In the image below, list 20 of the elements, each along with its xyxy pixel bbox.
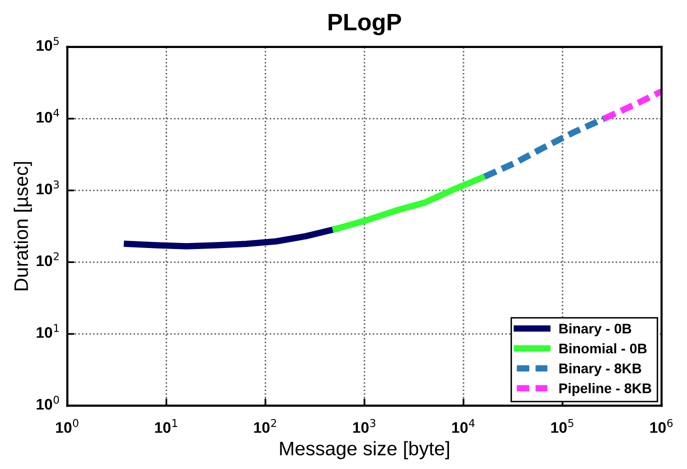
legend-label: Binomial - 0B: [559, 343, 647, 354]
legend-label: Pipeline - 8KB: [559, 383, 652, 396]
y-tick-label: 10$^{1}$: [36, 324, 59, 338]
y-tick-label: 10$^{0}$: [36, 396, 59, 410]
x-tick-label: 10$^{0}$: [56, 419, 78, 433]
x-tick-label: 10$^{6}$: [650, 419, 673, 433]
y-tick-label: 10$^{5}$: [36, 37, 59, 51]
y-tick-label: 10$^{2}$: [36, 252, 59, 266]
y-tick-label: 10$^{3}$: [36, 180, 59, 194]
x-axis-title: Message size [byte]: [280, 441, 449, 460]
legend-label: Binary - 0B: [559, 323, 632, 336]
chart-title: PLogP: [328, 14, 402, 36]
x-tick-label: 10$^{5}$: [551, 419, 574, 433]
x-tick-label: 10$^{1}$: [155, 419, 178, 433]
legend-label: Binary - 8KB: [559, 363, 642, 376]
x-tick-label: 10$^{2}$: [254, 419, 276, 433]
x-tick-label: 10$^{4}$: [452, 419, 475, 433]
y-tick-label: 10$^{4}$: [36, 108, 60, 123]
y-axis-title: Duration [µsec]: [14, 162, 32, 290]
x-tick-label: 10$^{3}$: [353, 419, 376, 433]
